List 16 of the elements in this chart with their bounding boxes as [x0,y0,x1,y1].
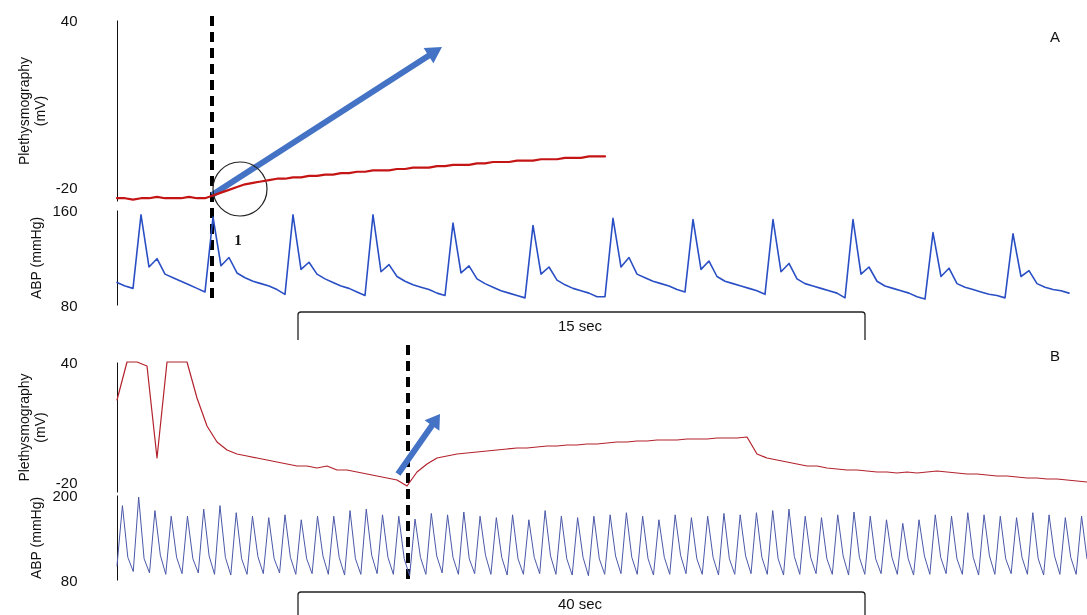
y-tick-label: -20 [55,178,78,196]
y-tick-label: 80 [60,571,78,589]
annotation: A [1049,27,1061,45]
y-tick-label: 80 [60,296,78,314]
y-axis-title: Plethysmography (mV) [15,56,48,166]
text: 40 sec [557,594,603,612]
text: 15 sec [557,316,603,334]
y-tick-label: 40 [60,353,78,371]
y-axis-title: ABP (mmHg) [28,496,45,580]
y-tick-label: 40 [60,11,78,29]
y-axis-title: ABP (mmHg) [28,216,45,300]
annotation: B [1049,346,1061,364]
y-tick-label: -20 [55,473,78,491]
annotation: 1 [234,231,242,249]
y-tick-label: 160 [52,201,78,219]
y-axis-title: Plethysmography (mV) [15,373,48,482]
